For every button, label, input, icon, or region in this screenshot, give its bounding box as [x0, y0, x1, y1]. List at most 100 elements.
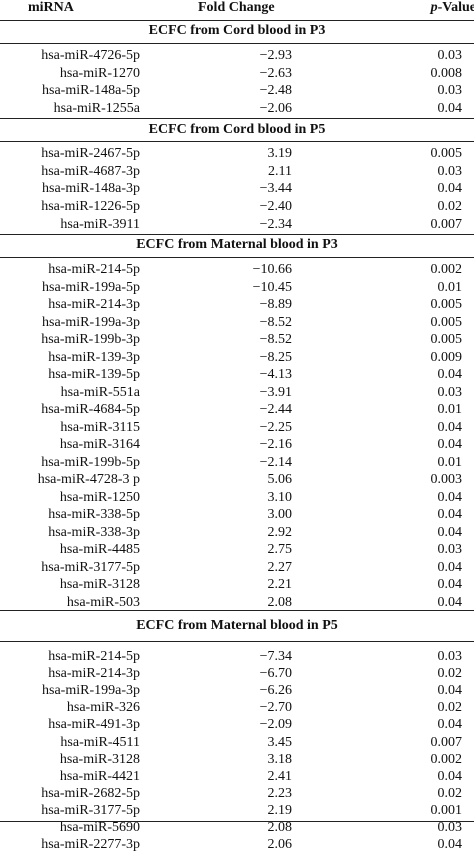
table-row: hsa-miR-139-5p −4.13 0.04: [0, 366, 474, 384]
mirna-cell: hsa-miR-3115: [60, 419, 140, 435]
fold-change-cell: −3.91: [259, 384, 292, 400]
fold-change-cell: −2.09: [259, 717, 292, 733]
section-title: ECFC from Maternal blood in P3: [136, 237, 338, 252]
table-row: hsa-miR-1270 −2.63 0.008: [0, 65, 474, 83]
fold-change-cell: −2.70: [259, 700, 292, 716]
table-row: hsa-miR-214-5p −10.66 0.002: [0, 261, 474, 279]
table-row: hsa-miR-2277-3p 2.06 0.04: [0, 836, 474, 854]
mirna-cell: hsa-miR-1226-5p: [41, 199, 140, 215]
p-value-cell: 0.04: [437, 524, 463, 540]
table-row: hsa-miR-3164 −2.16 0.04: [0, 436, 474, 454]
mirna-cell: hsa-miR-2467-5p: [41, 146, 140, 161]
mirna-cell: hsa-miR-139-5p: [48, 367, 140, 382]
table-row: hsa-miR-148a-3p −3.44 0.04: [0, 180, 474, 198]
p-value-cell: 0.03: [437, 649, 463, 664]
table-row: hsa-miR-4684-5p −2.44 0.01: [0, 401, 474, 419]
section-end-rule: [0, 234, 474, 235]
p-value-cell: 0.04: [437, 181, 463, 197]
header-fold-change: Fold Change: [198, 0, 275, 15]
p-value-cell: 0.005: [430, 314, 463, 330]
table-row: hsa-miR-214-3p −8.89 0.005: [0, 296, 474, 314]
mirna-cell: hsa-miR-3128: [59, 577, 140, 592]
table-row: hsa-miR-3177-5p 2.19 0.001: [0, 802, 474, 820]
table-row: hsa-miR-4485 2.75 0.03: [0, 541, 474, 559]
p-value-cell: 0.04: [437, 594, 463, 610]
fold-change-cell: 3.19: [267, 146, 293, 161]
mirna-cell: hsa-miR-139-3p: [48, 349, 140, 365]
table-row: hsa-miR-4421 2.41 0.04: [0, 768, 474, 786]
table-row: hsa-miR-3128 3.18 0.002: [0, 751, 474, 769]
mirna-cell: hsa-miR-214-5p: [48, 262, 140, 277]
fold-change-cell: −2.25: [259, 419, 292, 435]
mirna-cell: hsa-miR-199b-3p: [41, 332, 140, 347]
fold-change-cell: −2.44: [259, 402, 292, 417]
fold-change-cell: 3.10: [267, 489, 293, 505]
mirna-cell: hsa-miR-326: [66, 700, 140, 716]
section-rule: [0, 141, 474, 142]
fold-change-cell: 5.06: [267, 472, 293, 487]
header-rule: [0, 20, 474, 21]
table-row: hsa-miR-3128 2.21 0.04: [0, 576, 474, 594]
p-value-cell: 0.008: [430, 65, 463, 81]
table-row: hsa-miR-3115 −2.25 0.04: [0, 419, 474, 437]
fold-change-cell: 2.19: [267, 802, 293, 818]
fold-change-cell: −8.52: [259, 332, 292, 347]
mirna-cell: hsa-miR-3128: [59, 751, 140, 767]
header-p-value: p-Value: [431, 0, 474, 16]
fold-change-cell: −8.52: [259, 314, 292, 330]
table-row: hsa-miR-4687-3p 2.11 0.03: [0, 163, 474, 181]
fold-change-cell: −2.34: [259, 216, 292, 232]
mirna-cell: hsa-miR-3177-5p: [41, 802, 140, 818]
mirna-cell: hsa-miR-4728-3 p: [37, 472, 140, 487]
p-value-cell: 0.02: [437, 199, 463, 215]
section-title: ECFC from Cord blood in P3: [148, 23, 326, 38]
p-value-cell: 0.009: [430, 349, 463, 365]
mirna-cell: hsa-miR-4511: [60, 734, 140, 750]
section-title: ECFC from Maternal blood in P5: [136, 618, 338, 633]
fold-change-cell: 2.23: [267, 785, 293, 801]
fold-change-cell: −10.66: [252, 262, 292, 277]
fold-change-cell: 2.08: [267, 594, 293, 610]
section-rule: [0, 257, 474, 258]
mirna-cell: hsa-miR-1255a: [53, 101, 140, 117]
p-value-cell: 0.04: [437, 101, 463, 117]
mirna-cell: hsa-miR-199b-5p: [41, 454, 140, 470]
p-value-cell: 0.04: [437, 489, 463, 505]
table-row: hsa-miR-551a −3.91 0.03: [0, 384, 474, 402]
table-row: hsa-miR-214-5p −7.34 0.03: [0, 648, 474, 666]
p-value-cell: 0.001: [430, 802, 463, 818]
mirna-cell: hsa-miR-2277-3p: [41, 837, 140, 853]
table-row: hsa-miR-3177-5p 2.27 0.04: [0, 559, 474, 577]
fold-change-cell: −4.13: [259, 367, 292, 382]
fold-change-cell: −2.14: [259, 454, 292, 470]
table-row: hsa-miR-199b-5p −2.14 0.01: [0, 454, 474, 472]
mirna-cell: hsa-miR-4726-5p: [41, 48, 140, 63]
mirna-cell: hsa-miR-1250: [59, 489, 140, 505]
p-value-cell: 0.04: [437, 559, 463, 575]
p-value-cell: 0.04: [437, 577, 463, 592]
table-row: hsa-miR-4728-3 p 5.06 0.003: [0, 471, 474, 489]
table-row: hsa-miR-4511 3.45 0.007: [0, 734, 474, 752]
mirna-cell: hsa-miR-3911: [60, 216, 140, 232]
p-value-cell: 0.03: [437, 83, 463, 99]
fold-change-cell: 2.75: [267, 542, 293, 557]
table-row: hsa-miR-1226-5p −2.40 0.02: [0, 198, 474, 216]
p-value-cell: 0.04: [437, 367, 463, 382]
section-rule: [0, 641, 474, 642]
p-value-cell: 0.04: [437, 837, 463, 853]
fold-change-cell: −6.26: [259, 683, 292, 699]
fold-change-cell: 2.41: [267, 768, 293, 784]
table-row: hsa-miR-503 2.08 0.04: [0, 594, 474, 612]
p-value-cell: 0.04: [437, 419, 463, 435]
mirna-cell: hsa-miR-4421: [59, 768, 140, 784]
fold-change-cell: 2.92: [267, 524, 293, 540]
table-row: hsa-miR-326 −2.70 0.02: [0, 699, 474, 717]
p-value-cell: 0.03: [437, 48, 463, 63]
p-value-cell: 0.04: [437, 507, 463, 522]
fold-change-cell: 3.18: [267, 751, 293, 767]
section-end-rule: [0, 610, 474, 611]
fold-change-cell: 3.00: [267, 507, 293, 522]
p-value-cell: 0.005: [430, 332, 463, 347]
fold-change-cell: −2.06: [259, 101, 292, 117]
